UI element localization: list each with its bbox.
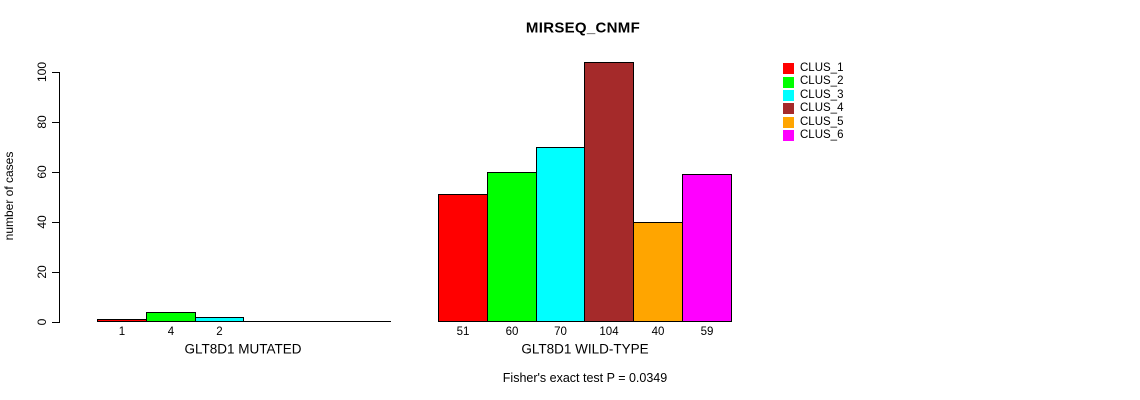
bar-value-label: 51 — [456, 326, 470, 338]
legend-swatch-clus_6 — [783, 130, 794, 142]
y-axis-tick — [52, 72, 59, 73]
legend-label: CLUS_6 — [800, 128, 844, 141]
bar-value-label: 1 — [118, 326, 126, 338]
legend-label: CLUS_4 — [800, 102, 844, 115]
legend-swatch-clus_5 — [783, 116, 794, 128]
bar-clus_3 — [536, 147, 585, 322]
bar-value-label: 4 — [167, 326, 175, 338]
bar-clus_2 — [487, 172, 537, 322]
y-axis-tick — [52, 272, 59, 273]
chart-title: MIRSEQ_CNMF — [525, 19, 641, 37]
y-axis-tick — [52, 322, 59, 323]
x-group-label-wild-type: GLT8D1 WILD-TYPE — [521, 341, 649, 357]
legend-label: CLUS_2 — [800, 75, 844, 88]
legend-swatch-clus_3 — [783, 89, 794, 101]
y-axis-tick — [52, 172, 59, 173]
legend-swatch-clus_4 — [783, 103, 794, 115]
bar-clus_5 — [633, 222, 683, 322]
zero-bar-baseline — [341, 321, 391, 322]
legend-label: CLUS_5 — [800, 115, 844, 128]
zero-bar-baseline — [243, 321, 293, 322]
y-tick-label: 40 — [35, 215, 49, 229]
y-axis-line — [59, 72, 60, 323]
legend-swatch-clus_2 — [783, 76, 794, 88]
legend-swatch-clus_1 — [783, 63, 794, 75]
legend-label: CLUS_1 — [800, 61, 844, 74]
y-tick-label: 0 — [35, 318, 49, 326]
x-group-label-mutated: GLT8D1 MUTATED — [184, 341, 302, 357]
y-tick-label: 60 — [35, 165, 49, 179]
y-axis-tick — [52, 122, 59, 123]
legend-item: CLUS_1 — [783, 62, 843, 75]
legend-item: CLUS_6 — [783, 129, 843, 142]
y-tick-label: 100 — [35, 61, 49, 83]
legend: CLUS_1 CLUS_2 CLUS_3 CLUS_4 CLUS_5 CLUS_6 — [783, 62, 843, 142]
bar-value-label: 104 — [599, 326, 619, 338]
y-tick-label: 20 — [35, 265, 49, 279]
zero-bar-baseline — [292, 321, 342, 322]
bar-value-label: 70 — [554, 326, 567, 338]
bar-clus_3 — [195, 317, 244, 322]
y-axis-tick — [52, 222, 59, 223]
legend-item: CLUS_3 — [783, 89, 843, 102]
bar-value-label: 2 — [216, 326, 223, 338]
bar-clus_1 — [97, 319, 147, 322]
legend-item: CLUS_4 — [783, 102, 843, 115]
bar-value-label: 40 — [651, 326, 665, 338]
bar-clus_4 — [584, 62, 634, 322]
legend-item: CLUS_5 — [783, 116, 843, 129]
bar-clus_1 — [438, 194, 488, 322]
bar-value-label: 60 — [505, 326, 519, 338]
bar-value-label: 59 — [700, 326, 714, 338]
legend-item: CLUS_2 — [783, 75, 843, 88]
y-tick-label: 80 — [35, 115, 49, 129]
bar-clus_2 — [146, 312, 196, 322]
fisher-test-annotation: Fisher's exact test P = 0.0349 — [502, 371, 668, 385]
legend-label: CLUS_3 — [800, 88, 844, 101]
y-axis-title: number of cases — [2, 151, 16, 241]
bar-clus_6 — [682, 174, 732, 322]
